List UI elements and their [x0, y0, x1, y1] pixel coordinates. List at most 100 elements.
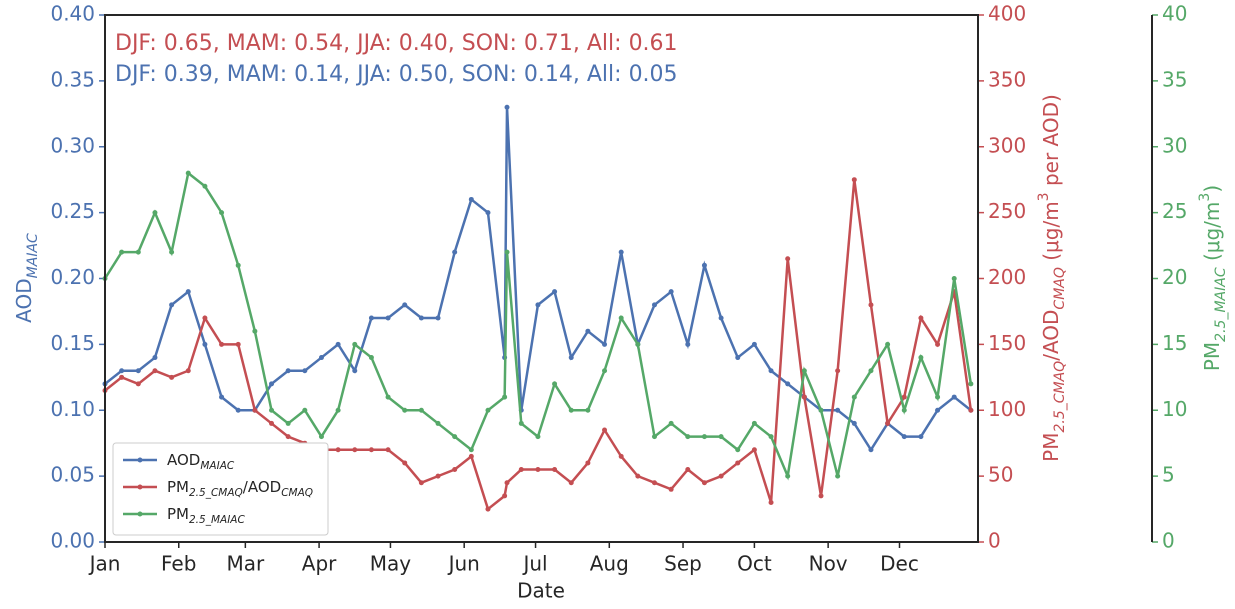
data-point [352, 341, 358, 347]
data-point [552, 467, 558, 473]
data-point [152, 355, 158, 361]
data-point [185, 368, 191, 374]
data-point [818, 493, 824, 499]
data-point [235, 341, 241, 347]
y2-axis-label: PM2.5_CMAQ/AODCMAQ (μg/m3 per AOD) [1036, 94, 1068, 462]
y-tick-label: 0.05 [50, 463, 95, 487]
x-tick-label: Jun [447, 552, 480, 576]
data-point [835, 368, 841, 374]
y-tick-label: 150 [988, 331, 1026, 355]
data-point [751, 341, 757, 347]
y-tick-label: 250 [988, 199, 1026, 223]
data-point [119, 368, 125, 374]
data-point [518, 467, 524, 473]
x-tick-label: Oct [737, 552, 772, 576]
data-point [585, 328, 591, 334]
data-point [468, 196, 474, 202]
data-point [302, 368, 308, 374]
data-point [535, 302, 541, 308]
data-point [402, 302, 408, 308]
y-tick-label: 100 [988, 397, 1026, 421]
x-tick-label: Mar [226, 552, 265, 576]
data-point [385, 447, 391, 453]
series-line [103, 170, 973, 481]
data-point [152, 368, 158, 374]
data-point [685, 341, 691, 347]
data-point [668, 289, 674, 295]
data-point [119, 374, 125, 380]
data-point [518, 420, 524, 426]
data-point [535, 434, 541, 440]
data-point [735, 460, 741, 466]
y-tick-label: 40 [1162, 2, 1187, 26]
data-point [868, 447, 874, 453]
data-point [552, 289, 558, 295]
x-tick-label: Dec [880, 552, 919, 576]
data-point [368, 447, 374, 453]
data-point [935, 341, 941, 347]
y-tick-label: 0 [1162, 529, 1175, 553]
data-point [219, 394, 225, 400]
y-tick-label: 0.25 [50, 199, 95, 223]
data-point [918, 315, 924, 321]
y-tick-label: 50 [988, 463, 1013, 487]
plot-frame [104, 14, 979, 543]
data-point [202, 315, 208, 321]
data-point [285, 420, 291, 426]
data-point [651, 302, 657, 308]
data-point [318, 434, 324, 440]
data-point [185, 170, 191, 176]
y-tick-label: 0.10 [50, 397, 95, 421]
y-tick-label: 20 [1162, 265, 1187, 289]
legend-box [112, 442, 329, 536]
y-tick-label: 0.15 [50, 331, 95, 355]
data-point [602, 341, 608, 347]
data-point [119, 249, 125, 255]
data-point [504, 249, 510, 255]
y-tick-label: 0.30 [50, 133, 95, 157]
legend-marker [137, 484, 143, 490]
data-point [504, 480, 510, 486]
data-point [718, 315, 724, 321]
data-point [285, 434, 291, 440]
data-point [485, 210, 491, 216]
data-point [435, 473, 441, 479]
data-point [785, 381, 791, 387]
data-point [318, 355, 324, 361]
x-tick-label: May [370, 552, 412, 576]
x-tick-label: Feb [161, 552, 196, 576]
data-point [269, 381, 275, 387]
data-point [885, 420, 891, 426]
data-point [269, 420, 275, 426]
data-point [169, 249, 175, 255]
data-point [968, 381, 974, 387]
annotation: DJF: 0.39, MAM: 0.14, JJA: 0.50, SON: 0.… [115, 62, 678, 87]
data-point [785, 473, 791, 479]
y-tick-label: 5 [1162, 463, 1175, 487]
data-point [835, 473, 841, 479]
data-point [735, 447, 741, 453]
y-tick-label: 200 [988, 265, 1026, 289]
data-point [402, 460, 408, 466]
legend-label: PM2.5_CMAQ/AODCMAQ [167, 478, 313, 500]
data-point [868, 302, 874, 308]
data-point [252, 407, 258, 413]
x-axis-label: Date [517, 579, 565, 603]
data-point [701, 434, 707, 440]
x-tick-label: Jul [521, 552, 547, 576]
data-point [918, 355, 924, 361]
data-point [951, 276, 957, 281]
data-point [968, 407, 974, 413]
data-point [651, 480, 657, 486]
data-point [185, 289, 191, 295]
data-point [402, 407, 408, 413]
data-point [352, 368, 358, 374]
y3-axis-label: PM2.5_MAIAC (μg/m3) [1197, 185, 1229, 371]
data-point [701, 480, 707, 486]
data-point [485, 407, 491, 413]
annotation: DJF: 0.65, MAM: 0.54, JJA: 0.40, SON: 0.… [115, 31, 678, 56]
data-point [635, 341, 641, 347]
x-tick-label: Aug [590, 552, 629, 576]
y-tick-label: 25 [1162, 199, 1187, 223]
